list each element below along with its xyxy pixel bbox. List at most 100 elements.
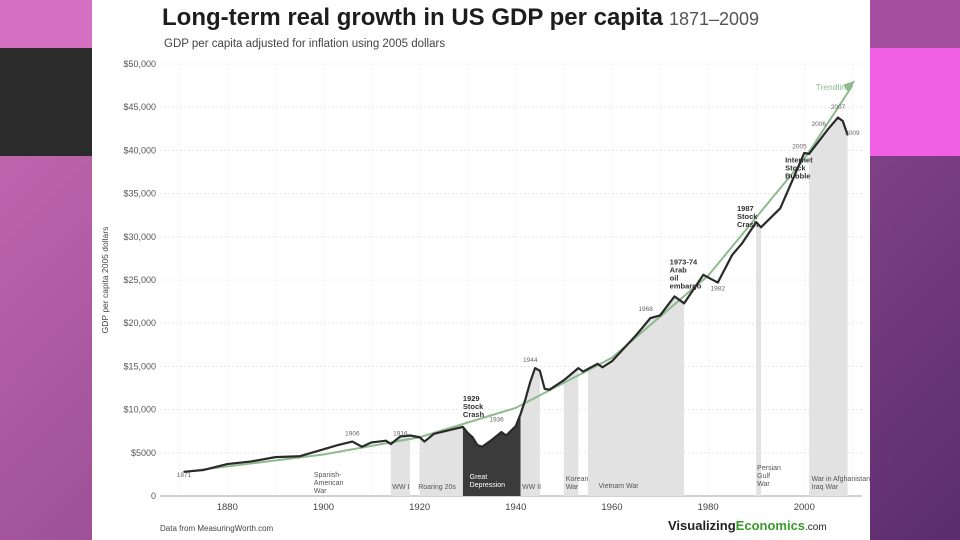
event-label-line: War <box>314 488 327 495</box>
event-label-line: Iraq War <box>812 484 839 491</box>
annotation-line: oil <box>670 273 679 282</box>
annotation-label: 1906 <box>345 431 360 438</box>
gdp-point <box>779 207 782 210</box>
annotation-label: 1944 <box>523 357 538 364</box>
gdp-point <box>399 435 402 438</box>
x-tick-label: 1960 <box>601 502 622 513</box>
gdp-point <box>298 455 301 458</box>
gdp-point <box>351 440 354 443</box>
gdp-point <box>370 441 373 444</box>
event-label: Roaring 20s <box>418 484 456 491</box>
event-label-line: Korean <box>566 476 589 483</box>
gdp-point <box>611 360 613 363</box>
annotation-label: 1929 Stock Crash <box>463 394 485 419</box>
gdp-point <box>529 381 532 383</box>
event-label: WW I <box>392 484 409 491</box>
annotation-line: 2009 <box>845 130 860 137</box>
gdp-point <box>226 463 229 465</box>
gdp-point <box>202 469 205 471</box>
annotation-label: 2006 <box>811 121 826 128</box>
event-label: Spanish-American War <box>314 472 344 495</box>
gdp-point <box>635 334 637 337</box>
gdp-point <box>731 254 733 256</box>
y-tick-label: $45,000 <box>123 102 156 112</box>
title-text: Long-term real growth in US GDP per capi… <box>162 4 663 31</box>
gdp-point <box>505 434 507 437</box>
annotation-line: Bubble <box>785 171 810 180</box>
y-axis-label: GDP per capita 2005 dollars <box>100 227 110 334</box>
event-region <box>520 368 540 496</box>
event-region <box>563 368 579 496</box>
y-tick-label: $10,000 <box>123 405 156 415</box>
gdp-point <box>702 274 705 276</box>
gdp-point <box>524 398 527 401</box>
gdp-point <box>846 134 849 136</box>
event-label-line: Depression <box>470 482 506 489</box>
gdp-point <box>548 388 551 391</box>
event-label-line: War <box>566 484 579 491</box>
gdp-point <box>755 221 758 223</box>
y-tick-label: $35,000 <box>123 189 156 199</box>
annotation-label: 1987 Stock Crash <box>737 204 759 229</box>
gdp-point <box>337 444 339 446</box>
background-decoration <box>870 48 960 156</box>
annotation-line: 1973-74 <box>670 257 698 266</box>
y-tick-label: $30,000 <box>123 232 156 242</box>
annotation-line: Crash <box>463 410 485 419</box>
gdp-point <box>361 445 363 448</box>
annotation-line: Arab <box>670 265 688 274</box>
background-decoration <box>0 0 92 48</box>
y-tick-label: $5000 <box>131 448 156 458</box>
event-region <box>756 222 762 496</box>
event-label-line: Great <box>470 474 488 481</box>
annotation-line: 1987 <box>737 204 754 213</box>
gdp-point <box>683 302 685 305</box>
gdp-point <box>385 439 387 442</box>
gdp-point <box>490 439 493 441</box>
gdp-point <box>481 445 483 448</box>
annotation-line: 1871 <box>177 472 192 479</box>
event-label-line: Gulf <box>757 473 770 480</box>
event-label-line: American <box>314 480 344 487</box>
event-label: WW II <box>522 484 541 491</box>
data-source: Data from MeasuringWorth.com <box>160 524 274 533</box>
chart-subtitle: GDP per capita adjusted for inflation us… <box>164 38 446 50</box>
y-tick-label: $20,000 <box>123 318 156 328</box>
x-tick-label: 1900 <box>313 502 334 513</box>
gdp-point <box>539 369 541 372</box>
gdp-point <box>808 153 810 155</box>
annotation-line: Trendline <box>816 82 851 92</box>
event-label: Persian Gulf War <box>757 465 781 488</box>
background-decoration <box>0 48 92 156</box>
event-label-line: Vietnam War <box>599 483 640 490</box>
event-region <box>462 413 521 496</box>
event-region <box>809 117 848 497</box>
annotation-label: Internet Stock Bubble <box>785 155 813 180</box>
annotation-line: Stock <box>785 163 806 172</box>
annotation-line: Stock <box>737 212 758 221</box>
annotation-line: 1929 <box>463 394 480 403</box>
annotation-label: 2009 <box>845 130 860 137</box>
event-label: Korean War <box>566 476 589 491</box>
event-label-line: War in Afghanistan <box>812 476 870 483</box>
event-label-line: WW II <box>522 484 541 491</box>
gdp-point <box>673 295 676 298</box>
annotation-label: 1982 <box>711 285 726 292</box>
event-label-line: War <box>757 481 770 488</box>
brand-part: Visualizing <box>668 518 736 533</box>
event-label: Great Depression <box>470 474 506 489</box>
x-tick-label: 1880 <box>217 502 238 513</box>
x-tick-label: 2000 <box>794 502 815 513</box>
gdp-chart: 0 $5000 $10,000 $15,000 $20,000 $25,000 $30,00… <box>100 59 870 513</box>
event-region <box>390 435 411 496</box>
annotation-line: embargo <box>670 281 702 290</box>
event-label-line: Persian <box>757 465 781 472</box>
gdp-point <box>707 276 709 279</box>
annotation-label: 1968 <box>638 306 653 313</box>
gdp-point <box>409 434 411 437</box>
slide-canvas: Long-term real growth in US GDP per capi… <box>92 0 870 540</box>
annotation-label: 1871 <box>177 472 192 479</box>
gdp-point <box>582 370 584 373</box>
annotation-label: Trendline <box>816 82 851 92</box>
gdp-point <box>837 116 839 119</box>
